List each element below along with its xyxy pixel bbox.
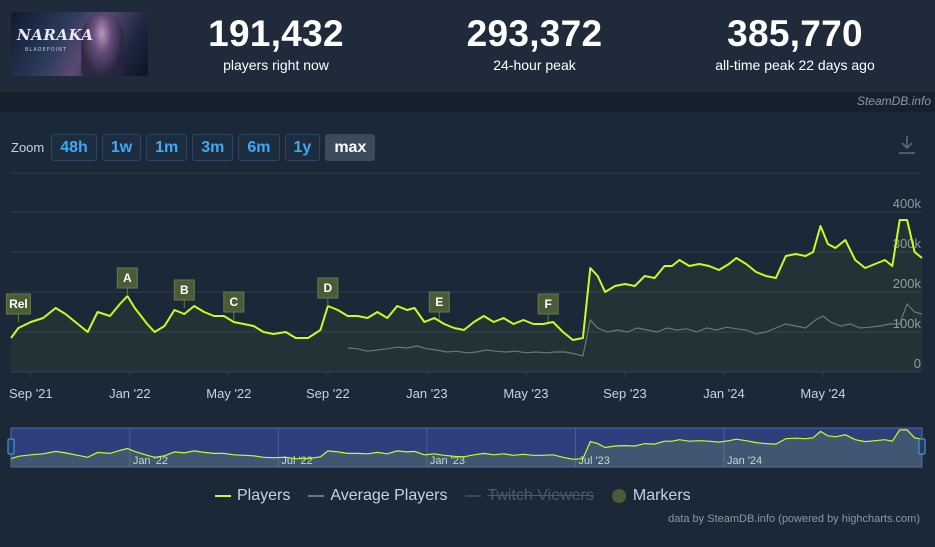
legend-average-label: Average Players	[330, 487, 448, 504]
zoom-max-button[interactable]: max	[325, 134, 376, 161]
stats-header: NARAKA BLADEPOINT 191,432 players right …	[0, 0, 935, 92]
x-tick-label: Sep '23	[603, 386, 647, 401]
stat-value: 191,432	[208, 13, 344, 54]
y-tick-label: 0	[914, 356, 921, 371]
event-marker-label: Rel	[9, 297, 28, 311]
legend-average[interactable]: Average Players	[308, 487, 447, 505]
x-tick-label: May '23	[503, 386, 548, 401]
y-tick-label: 200k	[893, 276, 922, 291]
x-tick-label: Sep '22	[306, 386, 350, 401]
navigator-window	[11, 428, 922, 467]
stat-players-now: 191,432 players right now	[192, 13, 360, 74]
chart-legend: Players Average Players Twitch Viewers M…	[215, 486, 709, 506]
legend-twitch[interactable]: Twitch Viewers	[465, 487, 594, 505]
event-marker	[173, 279, 195, 301]
navigator-label: Jan '22	[133, 455, 168, 467]
highcharts-credit[interactable]: data by SteamDB.info (powered by highcha…	[668, 513, 920, 525]
navigator-series	[10, 429, 923, 460]
players-series	[10, 219, 923, 341]
event-marker-label: F	[545, 297, 552, 311]
zoom-label: Zoom	[11, 140, 45, 155]
legend-twitch-label: Twitch Viewers	[487, 487, 594, 504]
x-tick-label: Sep '21	[9, 386, 53, 401]
legend-players-label: Players	[237, 487, 291, 504]
average-swatch	[308, 495, 325, 497]
y-tick-label: 100k	[893, 316, 922, 331]
character-art	[81, 16, 123, 76]
stat-value: 385,770	[727, 13, 863, 54]
stat-label: all-time peak 22 days ago	[715, 57, 875, 73]
event-marker-label: B	[180, 283, 189, 297]
navigator-area	[11, 429, 922, 467]
zoom-3m-button[interactable]: 3m	[192, 134, 234, 161]
event-marker	[317, 277, 339, 299]
x-tick-label: Jan '23	[406, 386, 448, 401]
zoom-1m-button[interactable]: 1m	[146, 134, 188, 161]
twitch-swatch	[465, 495, 482, 497]
navigator-label: Jul '23	[578, 455, 609, 467]
event-marker-label: D	[324, 281, 333, 295]
credit-bar: SteamDB.info	[0, 92, 935, 112]
steamdb-credit[interactable]: SteamDB.info	[856, 94, 931, 108]
zoom-6m-button[interactable]: 6m	[238, 134, 280, 161]
players-swatch	[215, 495, 231, 497]
navigator-right-handle[interactable]	[918, 438, 926, 455]
x-tick-label: May '22	[206, 386, 251, 401]
navigator-label: Jan '23	[430, 455, 465, 467]
zoom-1w-button[interactable]: 1w	[101, 134, 142, 161]
x-tick-label: Jan '24	[703, 386, 745, 401]
x-tick-label: Jan '22	[109, 386, 151, 401]
legend-players[interactable]: Players	[215, 487, 290, 505]
event-marker	[428, 291, 450, 313]
stat-label: players right now	[223, 57, 329, 73]
event-marker	[223, 291, 245, 313]
game-logo: NARAKA	[17, 26, 94, 44]
event-marker	[116, 267, 138, 289]
game-thumbnail[interactable]: NARAKA BLADEPOINT	[11, 12, 148, 76]
x-tick-label: May '24	[800, 386, 845, 401]
stat-24h-peak: 293,372 24-hour peak	[447, 13, 622, 74]
players-area	[11, 220, 922, 372]
legend-markers-label: Markers	[632, 487, 691, 504]
event-marker-label: A	[123, 271, 132, 285]
chart-panel	[0, 112, 935, 547]
navigator-left-handle[interactable]	[7, 438, 15, 455]
markers-dot-icon	[611, 489, 626, 503]
stat-value: 293,372	[466, 13, 603, 54]
zoom-controls: Zoom 48h 1w 1m 3m 6m 1y max	[11, 134, 380, 161]
zoom-48h-button[interactable]: 48h	[51, 134, 97, 161]
game-logo-subtitle: BLADEPOINT	[25, 47, 67, 53]
legend-markers[interactable]: Markers	[611, 487, 691, 505]
average-players-series	[347, 302, 923, 357]
event-marker-label: E	[435, 295, 443, 309]
navigator-label: Jan '24	[727, 455, 762, 467]
event-marker	[537, 293, 559, 315]
event-marker	[5, 293, 31, 315]
zoom-1y-button[interactable]: 1y	[284, 134, 321, 161]
download-icon[interactable]	[897, 134, 917, 156]
event-marker-label: C	[229, 295, 238, 309]
stat-all-time-peak: 385,770 all-time peak 22 days ago	[690, 13, 900, 74]
y-tick-label: 400k	[893, 196, 922, 211]
stat-label: 24-hour peak	[493, 57, 576, 73]
